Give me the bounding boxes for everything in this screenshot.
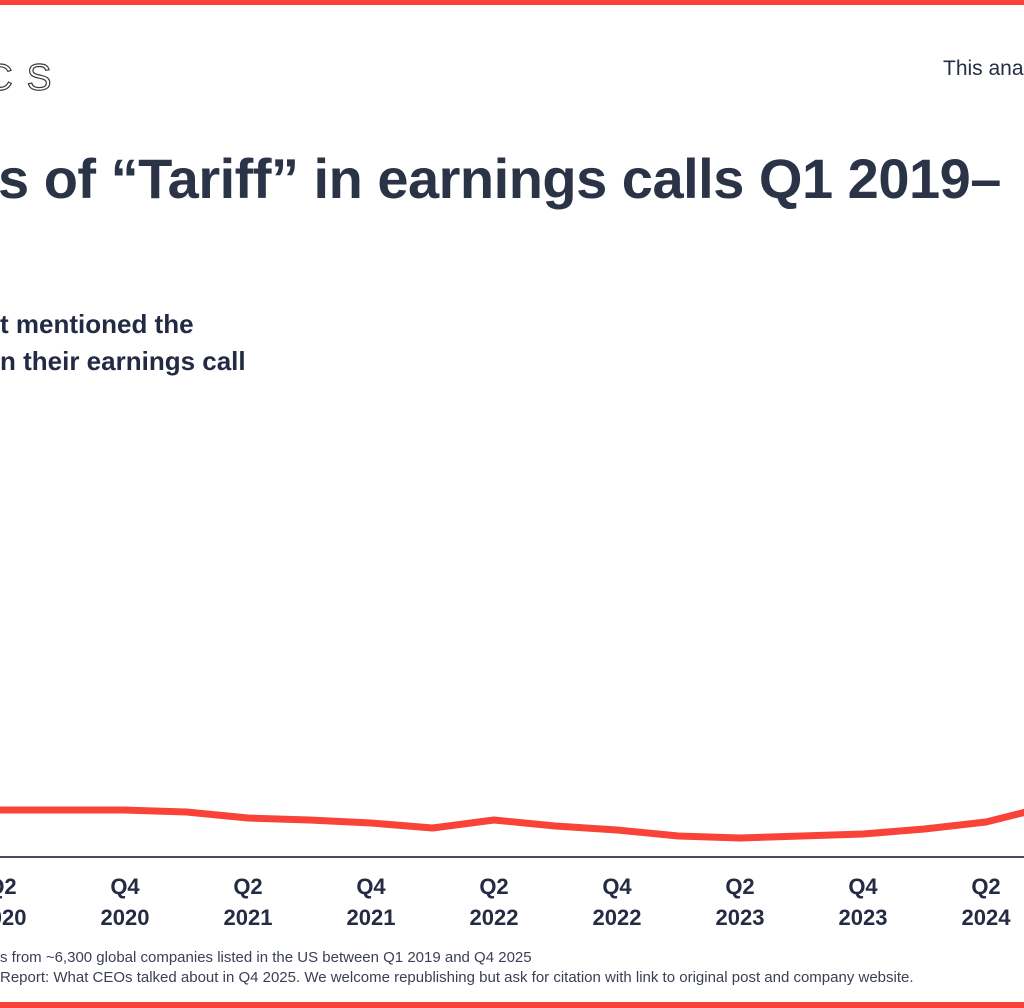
x-axis-line	[0, 856, 1024, 858]
footnote-line2: Report: What CEOs talked about in Q4 202…	[0, 969, 914, 986]
tick-quarter: Q2	[725, 874, 755, 899]
tick-quarter: Q4	[602, 874, 632, 899]
tariff-mentions-line	[0, 806, 1024, 842]
x-axis-tick-label: Q4 2022	[593, 871, 642, 933]
tick-quarter: Q4	[848, 874, 878, 899]
bottom-accent-bar	[0, 1002, 1024, 1008]
x-axis-tick-label: Q4 2021	[347, 871, 396, 933]
header-note: This ana	[943, 57, 1024, 80]
x-axis-tick-label: Q2 2021	[224, 871, 273, 933]
x-axis-tick-label: Q2 2024	[962, 871, 1011, 933]
footnotes: s from ~6,300 global companies listed in…	[0, 948, 914, 988]
tick-year: 2022	[469, 905, 519, 930]
chart-subtitle-line2: n their earnings call	[0, 346, 246, 376]
tick-year: 2022	[592, 905, 642, 930]
tick-quarter: Q2	[971, 874, 1001, 899]
x-axis-tick-label: Q2 2023	[716, 871, 765, 933]
tick-year: 2021	[223, 905, 273, 930]
tick-quarter: Q2	[0, 874, 17, 899]
tick-year: 2023	[838, 905, 888, 930]
tick-year: 2020	[0, 905, 27, 930]
x-axis-tick-label: Q4 2020	[101, 871, 150, 933]
tick-quarter: Q4	[356, 874, 386, 899]
top-accent-bar	[0, 0, 1024, 5]
tick-year: 2024	[961, 905, 1011, 930]
footnote-line1: s from ~6,300 global companies listed in…	[0, 949, 532, 966]
tick-quarter: Q2	[233, 874, 263, 899]
tick-quarter: Q2	[479, 874, 509, 899]
brand-logo-letters: CS	[0, 57, 65, 98]
x-axis-tick-label: Q2 2020	[0, 871, 26, 933]
chart-subtitle-line1: t mentioned the	[0, 309, 194, 339]
chart-subtitle: t mentioned the n their earnings call	[0, 306, 246, 380]
tick-year: 2023	[715, 905, 765, 930]
brand-logo-icon: CS	[0, 56, 65, 98]
page-title: s of “Tariff” in earnings calls Q1 2019–	[0, 147, 1001, 210]
x-axis-tick-label: Q4 2023	[839, 871, 888, 933]
tick-year: 2020	[100, 905, 150, 930]
tick-quarter: Q4	[110, 874, 140, 899]
x-axis-tick-label: Q2 2022	[470, 871, 519, 933]
tick-year: 2021	[346, 905, 396, 930]
